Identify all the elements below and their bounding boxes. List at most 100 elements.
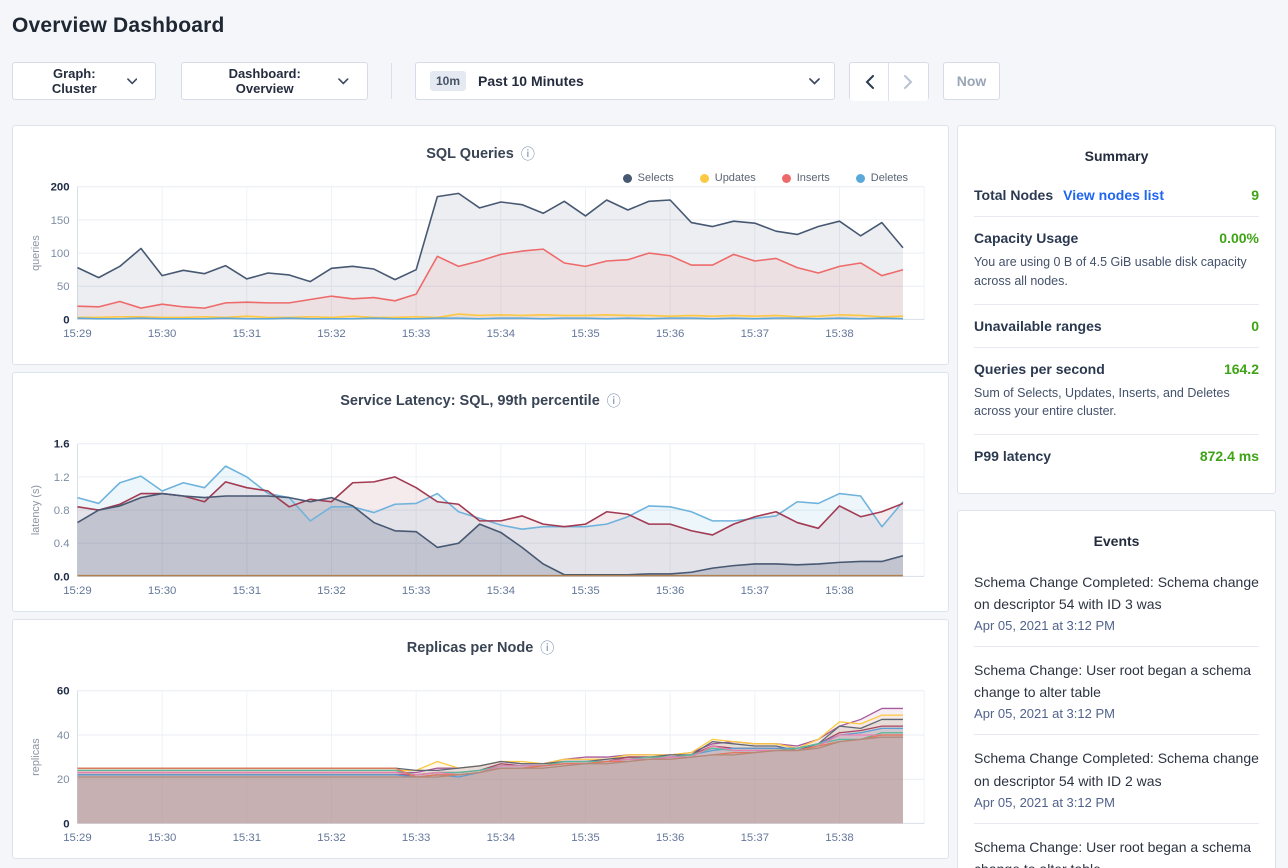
chevron-down-icon [126, 77, 137, 85]
legend-item-deletes[interactable]: Deletes [855, 172, 909, 184]
summary-row: Total Nodes View nodes list 9 [974, 174, 1259, 216]
events-heading: Events [1093, 533, 1140, 549]
prev-range-button[interactable] [850, 63, 889, 101]
service-latency-chart[interactable]: 0.0 0.4 0.8 1.2 1.6 latency (s) 15:29 15:30 15:3… [25, 433, 936, 608]
sql-queries-chart[interactable]: 0 50 100 150 200 queries 15:29 15:30 15:31 15:32 1… [25, 176, 936, 351]
info-icon[interactable]: ⓘ [606, 393, 621, 409]
svg-text:15:35: 15:35 [571, 328, 599, 340]
svg-text:15:36: 15:36 [656, 585, 684, 597]
controls-bar: Graph: Cluster Dashboard: Overview 10m P… [12, 62, 1276, 101]
svg-text:15:32: 15:32 [317, 328, 345, 340]
svg-text:15:37: 15:37 [741, 585, 769, 597]
svg-text:15:32: 15:32 [317, 585, 345, 597]
service-latency-panel: Service Latency: SQL, 99th percentile ⓘ 0… [12, 372, 950, 612]
svg-text:15:36: 15:36 [656, 832, 684, 844]
svg-text:15:38: 15:38 [825, 328, 853, 340]
summary-row: Unavailable ranges 0 [974, 303, 1259, 347]
legend-dot [699, 173, 709, 183]
svg-text:15:31: 15:31 [233, 585, 261, 597]
legend-item-updates[interactable]: Updates [699, 172, 756, 184]
replicas-per-node-plot[interactable]: 0 20 40 60 replicas 15:29 15:30 15:31 15:32 15:33… [25, 680, 936, 850]
now-button[interactable]: Now [943, 62, 1000, 100]
graph-dropdown[interactable]: Graph: Cluster [12, 62, 156, 100]
legend-dot [781, 173, 791, 183]
legend-label: Deletes [870, 172, 909, 184]
legend-item-selects[interactable]: Selects [622, 172, 674, 184]
svg-text:15:34: 15:34 [487, 585, 515, 597]
sidebar-column: Summary Total Nodes View nodes list 9 Capac… [957, 125, 1276, 868]
replicas-per-node-chart[interactable]: 0 20 40 60 replicas 15:29 15:30 15:31 15:32 15:33… [25, 680, 936, 855]
svg-text:0: 0 [63, 314, 69, 326]
event-message: Schema Change: User root began a schema … [974, 838, 1252, 868]
svg-text:15:30: 15:30 [148, 832, 176, 844]
svg-text:15:29: 15:29 [63, 585, 91, 597]
legend-item-inserts[interactable]: Inserts [781, 172, 830, 184]
chart-title: Replicas per Node [406, 640, 534, 656]
summary-value: 0.00% [1219, 230, 1259, 246]
service-latency-plot[interactable]: 0.0 0.4 0.8 1.2 1.6 latency (s) 15:29 15:30 15:3… [25, 433, 936, 603]
sql-queries-plot[interactable]: 0 50 100 150 200 queries 15:29 15:30 15:31 15:32 1… [25, 176, 936, 346]
svg-text:15:33: 15:33 [402, 328, 430, 340]
time-range-dropdown[interactable]: 10m Past 10 Minutes [415, 62, 835, 100]
svg-text:200: 200 [51, 182, 70, 194]
svg-text:15:33: 15:33 [402, 832, 430, 844]
svg-text:15:32: 15:32 [317, 832, 345, 844]
summary-panel: Summary Total Nodes View nodes list 9 Capac… [957, 125, 1276, 494]
svg-text:15:29: 15:29 [63, 832, 91, 844]
chart-title: SQL Queries [426, 146, 514, 162]
summary-value: 164.2 [1223, 360, 1259, 377]
event-message: Schema Change Completed: Schema change o… [974, 750, 1259, 789]
summary-value: 9 [1251, 187, 1259, 203]
sql-queries-panel: SQL Queries ⓘ Selects Updates Inserts Delete… [12, 125, 950, 365]
dashboard-dropdown-label: Dashboard: Overview [228, 66, 301, 96]
summary-description: Sum of Selects, Updates, Inserts, and De… [974, 385, 1230, 419]
chevron-left-icon [865, 75, 874, 89]
svg-text:1.6: 1.6 [54, 439, 70, 451]
svg-text:15:34: 15:34 [487, 328, 515, 340]
time-range-label: Past 10 Minutes [478, 73, 584, 89]
svg-text:15:36: 15:36 [656, 328, 684, 340]
summary-value: 0 [1251, 317, 1259, 334]
svg-text:15:37: 15:37 [741, 328, 769, 340]
svg-text:15:29: 15:29 [63, 328, 91, 340]
svg-text:replicas: replicas [30, 738, 42, 776]
svg-text:100: 100 [51, 248, 70, 260]
svg-text:queries: queries [30, 235, 42, 271]
summary-rows: Total Nodes View nodes list 9 Capacity Usag… [974, 174, 1259, 477]
svg-text:15:30: 15:30 [148, 328, 176, 340]
svg-text:15:33: 15:33 [402, 585, 430, 597]
summary-label: Queries per second [974, 360, 1105, 377]
controls-divider [391, 63, 392, 99]
event-item: Schema Change Completed: Schema change o… [974, 734, 1259, 822]
graph-dropdown-label: Graph: Cluster [51, 66, 97, 96]
event-timestamp: Apr 05, 2021 at 3:12 PM [974, 706, 1115, 722]
summary-value: 872.4 ms [1199, 448, 1259, 464]
event-timestamp: Apr 05, 2021 at 3:12 PM [974, 618, 1115, 634]
dashboard-dropdown[interactable]: Dashboard: Overview [181, 62, 368, 100]
svg-text:15:35: 15:35 [571, 832, 599, 844]
summary-row: Queries per second 164.2 Sum of Selects, U… [974, 346, 1259, 435]
svg-text:0.4: 0.4 [54, 538, 70, 550]
svg-text:0.0: 0.0 [54, 571, 70, 583]
svg-text:0: 0 [63, 818, 69, 830]
event-item: Schema Change: User root began a schema … [974, 646, 1259, 734]
svg-text:20: 20 [57, 774, 70, 786]
view-nodes-list-link[interactable]: View nodes list [1063, 187, 1165, 203]
info-icon[interactable]: ⓘ [540, 640, 555, 656]
summary-label: P99 latency [974, 448, 1052, 464]
svg-text:15:38: 15:38 [825, 585, 853, 597]
svg-text:15:34: 15:34 [487, 832, 515, 844]
svg-text:50: 50 [57, 281, 70, 293]
legend-label: Inserts [796, 172, 830, 184]
info-icon[interactable]: ⓘ [520, 146, 535, 162]
replicas-per-node-panel: Replicas per Node ⓘ 0 20 40 60 replicas 15:29 1… [12, 619, 950, 859]
svg-text:0.8: 0.8 [54, 505, 70, 517]
events-panel: Events Schema Change Completed: Schema c… [957, 510, 1276, 868]
event-timestamp: Apr 05, 2021 at 3:12 PM [974, 794, 1115, 810]
next-range-button[interactable] [889, 63, 928, 101]
chevron-down-icon [338, 77, 349, 85]
svg-text:15:31: 15:31 [233, 832, 261, 844]
chevron-down-icon [809, 77, 820, 85]
svg-text:15:35: 15:35 [571, 585, 599, 597]
